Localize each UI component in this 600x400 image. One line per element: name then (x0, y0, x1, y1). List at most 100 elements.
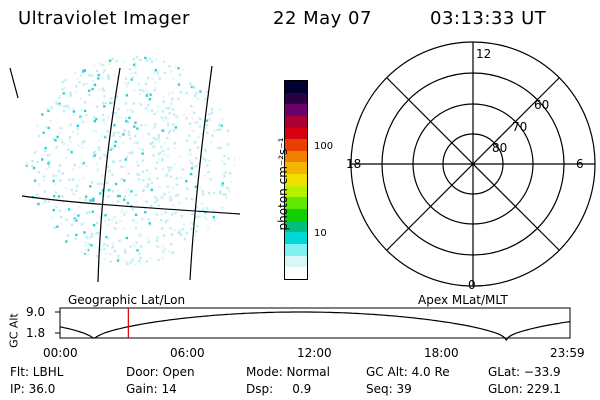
emission-pixel (103, 219, 107, 223)
emission-pixel (109, 188, 112, 191)
emission-pixel (170, 213, 174, 216)
emission-pixel (129, 245, 132, 248)
emission-pixel (128, 152, 132, 155)
emission-pixel (149, 93, 152, 96)
emission-pixel (204, 148, 207, 152)
emission-pixel (95, 232, 98, 235)
emission-pixel (104, 101, 107, 105)
emission-pixel (79, 251, 82, 255)
emission-pixel (141, 159, 144, 162)
emission-pixel (97, 77, 100, 80)
emission-pixel (205, 126, 208, 129)
emission-pixel (174, 126, 177, 129)
emission-pixel (138, 252, 141, 255)
emission-pixel (147, 218, 150, 221)
emission-pixel (163, 192, 166, 196)
emission-pixel (202, 193, 205, 196)
emission-pixel (166, 185, 169, 188)
altitude-ytick-label-low: 1.8 (26, 326, 46, 340)
emission-pixel (68, 107, 71, 110)
emission-pixel (183, 237, 187, 241)
emission-pixel (134, 193, 138, 197)
emission-pixel (47, 109, 50, 112)
emission-pixel (209, 141, 213, 144)
emission-pixel (200, 202, 204, 205)
emission-pixel (82, 70, 85, 73)
emission-pixel (175, 177, 179, 180)
emission-pixel (172, 204, 175, 207)
emission-pixel (92, 64, 96, 67)
emission-pixel (102, 63, 105, 66)
emission-pixel (92, 234, 95, 237)
emission-pixel (152, 145, 155, 149)
emission-pixel (110, 247, 114, 250)
emission-pixel (63, 86, 67, 90)
emission-pixel (141, 170, 144, 173)
emission-pixel (175, 115, 179, 118)
emission-pixel (131, 76, 134, 79)
emission-pixel (221, 182, 224, 185)
emission-pixel (206, 131, 209, 135)
emission-pixel (196, 146, 200, 149)
emission-pixel (88, 89, 91, 92)
altitude-plot-panel (0, 300, 600, 360)
emission-pixel (131, 208, 134, 211)
emission-pixel (107, 116, 110, 119)
status-gain: Gain: 14 (126, 382, 177, 396)
emission-pixel (125, 156, 128, 159)
emission-pixel (145, 200, 148, 203)
emission-pixel (102, 154, 105, 157)
emission-pixel (108, 100, 111, 103)
emission-pixel (140, 245, 143, 248)
emission-pixel (186, 187, 189, 190)
emission-pixel (99, 248, 102, 252)
emission-pixel (133, 125, 136, 128)
emission-pixel (134, 213, 138, 216)
emission-pixel (72, 113, 75, 117)
emission-pixel (58, 164, 62, 167)
emission-pixel (60, 127, 64, 130)
emission-pixel (153, 82, 157, 85)
emission-pixel (141, 217, 144, 221)
emission-pixel (78, 144, 81, 147)
emission-pixel (190, 104, 193, 108)
emission-pixel (126, 262, 129, 265)
mlat-label-60: 60 (534, 98, 550, 112)
emission-pixel (59, 103, 62, 107)
emission-pixel (216, 128, 219, 131)
emission-pixel (76, 132, 79, 135)
emission-pixel (62, 142, 66, 146)
emission-pixel (127, 121, 130, 124)
emission-pixel (194, 234, 197, 238)
emission-pixel (189, 122, 192, 125)
instrument-title: Ultraviolet Imager (18, 8, 190, 29)
emission-pixel (104, 214, 107, 217)
emission-pixel (109, 101, 112, 105)
emission-pixel (128, 68, 132, 71)
lat-line (21, 195, 241, 215)
emission-pixel (106, 236, 110, 240)
emission-pixel (111, 218, 114, 222)
emission-pixel (73, 163, 76, 167)
colorbar-segment (285, 127, 307, 140)
altitude-curve (59, 311, 571, 341)
emission-pixel (216, 146, 220, 150)
emission-pixel (162, 119, 165, 122)
lon-line-3 (189, 65, 213, 281)
emission-pixel (76, 124, 79, 127)
emission-pixel (123, 249, 127, 252)
emission-pixel (131, 151, 134, 154)
emission-pixel (169, 175, 173, 178)
emission-pixel (166, 219, 169, 222)
emission-pixel (168, 65, 171, 68)
emission-pixel (62, 110, 66, 113)
emission-pixel (148, 222, 151, 225)
emission-pixel (195, 157, 198, 160)
emission-pixel (92, 129, 95, 133)
emission-pixel (153, 126, 156, 129)
emission-pixel (150, 186, 154, 189)
emission-pixel (69, 91, 72, 95)
emission-pixel (199, 90, 202, 93)
emission-pixel (96, 162, 99, 166)
polar-plot (350, 41, 596, 287)
